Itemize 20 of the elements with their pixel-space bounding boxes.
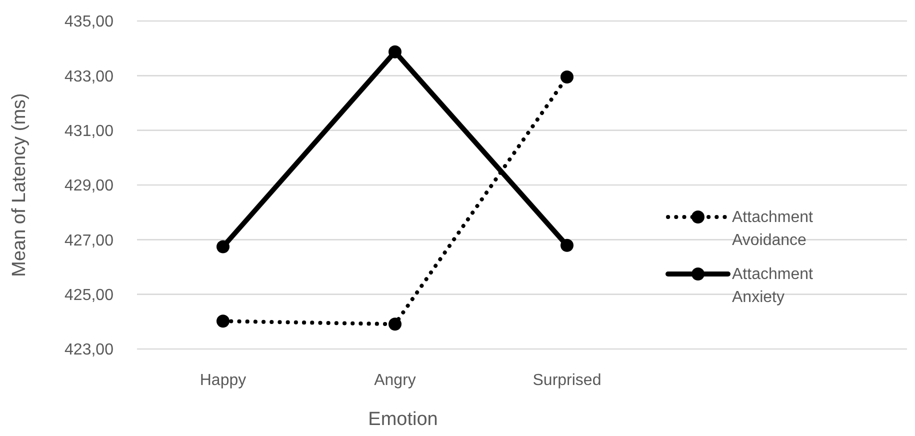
point bbox=[216, 240, 230, 254]
legend-label: Attachment Avoidance bbox=[732, 209, 814, 249]
y-tick-label: 435,00 bbox=[64, 14, 114, 31]
x-tick-label: Surprised bbox=[532, 372, 602, 389]
legend-label: Attachment Anxiety bbox=[732, 266, 814, 306]
y-tick-label: 427,00 bbox=[64, 232, 114, 250]
y-tick-label: 431,00 bbox=[64, 122, 114, 140]
point bbox=[560, 238, 574, 252]
point bbox=[388, 45, 402, 58]
x-tick-label: Happy bbox=[200, 372, 246, 389]
y-tick-label: 429,00 bbox=[64, 178, 114, 195]
y-tick-label: 425,00 bbox=[64, 286, 114, 304]
point bbox=[216, 314, 230, 328]
point bbox=[388, 318, 402, 331]
y-axis-title: Mean of Latency (ms) bbox=[9, 93, 30, 277]
y-tick-label: 423,00 bbox=[64, 342, 114, 359]
point bbox=[560, 70, 574, 84]
x-tick-label: Angry bbox=[374, 372, 416, 389]
y-tick-label: 433,00 bbox=[64, 68, 114, 86]
x-axis-title: Emotion bbox=[368, 409, 438, 430]
